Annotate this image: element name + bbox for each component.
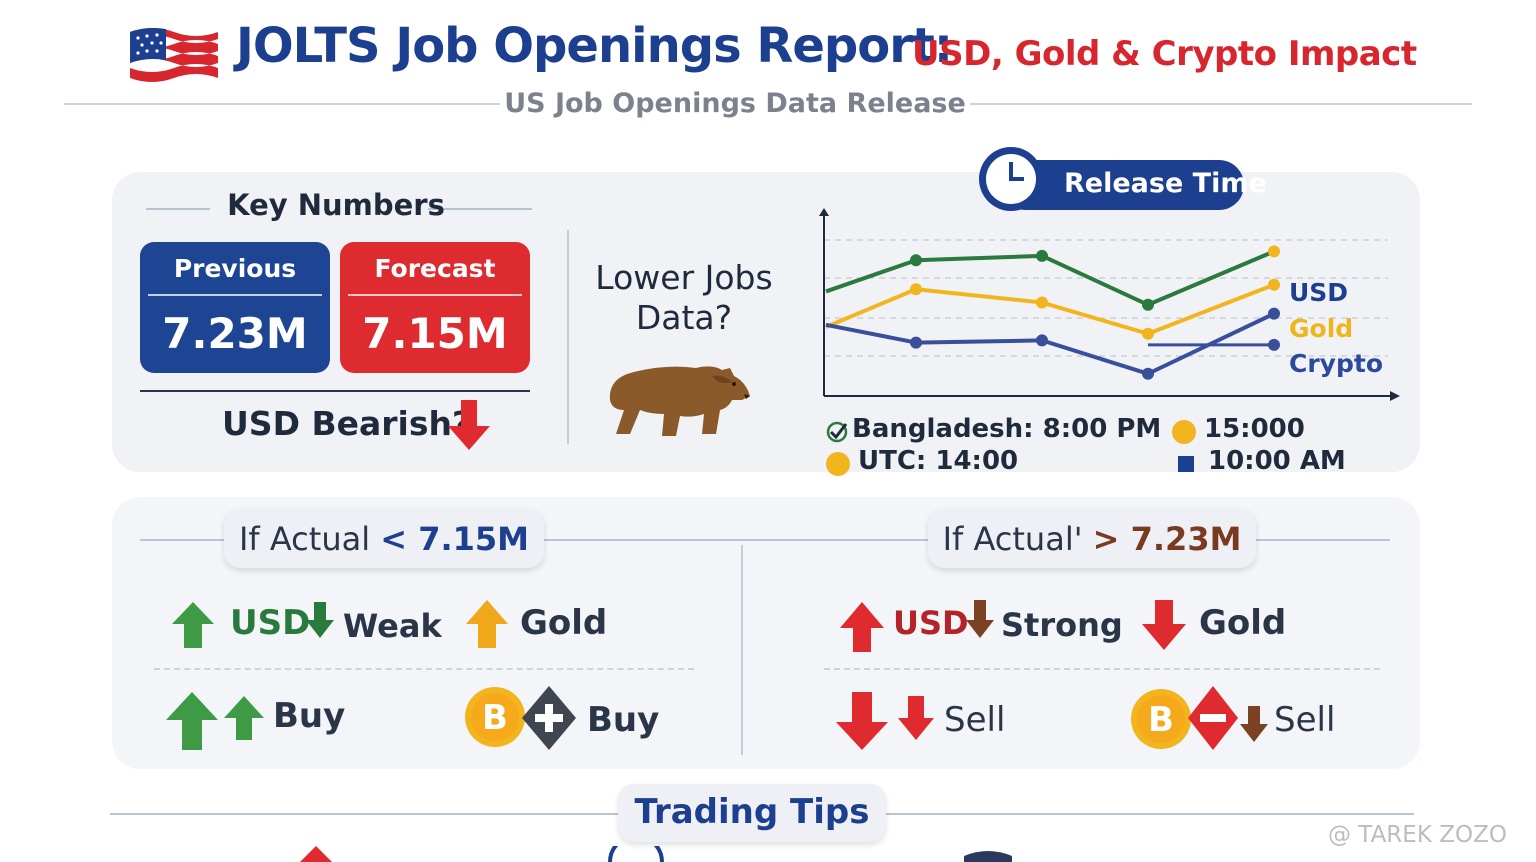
divider — [140, 390, 530, 392]
arrow-down-icon — [1240, 706, 1268, 742]
divider — [1256, 539, 1390, 541]
divider — [140, 539, 224, 541]
forecast-label: Forecast — [348, 242, 522, 296]
divider — [154, 668, 694, 670]
divider — [110, 813, 618, 815]
divider — [544, 539, 930, 541]
chart-point-crypto — [1268, 307, 1280, 320]
chart-point-crypto — [910, 336, 922, 349]
divider — [741, 545, 743, 755]
scenario-above-pill: If Actual' > 7.23M — [928, 508, 1256, 568]
chart-point-crypto — [1142, 367, 1154, 380]
chart-point-usd — [910, 254, 922, 267]
legend-usd: USD — [1289, 278, 1349, 307]
arrow-up-icon — [224, 696, 264, 740]
previous-value: 7.23M — [162, 309, 308, 358]
divider — [146, 208, 210, 210]
us-flag-icon — [130, 28, 218, 82]
page-subtitle: US Job Openings Data Release — [504, 88, 966, 119]
usd-label: USD — [230, 603, 311, 643]
chart-point-gold — [1268, 278, 1280, 291]
scenario-below-pill: If Actual < 7.15M — [224, 508, 544, 568]
chart-point-gold — [1142, 327, 1154, 340]
time-value-2: 10:00 AM — [1208, 446, 1346, 476]
release-time-label: Release Time — [1064, 168, 1267, 199]
divider — [567, 230, 569, 444]
check-icon — [826, 421, 848, 443]
arrow-down-icon — [1142, 600, 1186, 650]
gold-label: Gold — [520, 603, 608, 643]
gold-dot-icon — [1172, 420, 1196, 444]
arrow-down-icon — [836, 692, 888, 750]
key-numbers-panel — [112, 172, 1420, 472]
bitcoin-icon: B — [1131, 689, 1191, 749]
clock-icon — [979, 147, 1043, 211]
previous-card: Previous 7.23M — [140, 242, 330, 373]
gold-dot-icon — [826, 452, 850, 476]
divider — [970, 103, 1472, 105]
arrow-up-icon — [172, 602, 214, 648]
weak-label: Weak — [343, 607, 442, 645]
sell-label: Sell — [1274, 700, 1336, 740]
shield-icon — [964, 851, 1012, 862]
sell-label: Sell — [944, 700, 1006, 740]
arrow-up-icon — [166, 692, 218, 750]
chart-point-gold — [1036, 296, 1048, 309]
trading-tips-title: Trading Tips — [618, 784, 886, 842]
previous-label: Previous — [148, 242, 322, 296]
arrow-down-icon — [966, 600, 994, 638]
key-numbers-title: Key Numbers — [227, 188, 445, 222]
bitcoin-icon: B — [465, 687, 525, 747]
bangladesh-time: Bangladesh: 8:00 PM — [852, 414, 1162, 444]
divider — [886, 813, 1414, 815]
buy-label: Buy — [587, 700, 660, 740]
chart-point-crypto-tail — [1268, 338, 1280, 351]
usd-bearish-label: USD Bearish? — [222, 404, 472, 443]
page-title-impact: USD, Gold & Crypto Impact — [912, 34, 1417, 74]
warning-icon — [300, 846, 332, 862]
svg-text:B: B — [482, 698, 508, 738]
gold-label: Gold — [1199, 603, 1287, 643]
legend-crypto: Crypto — [1289, 349, 1383, 378]
svg-text:B: B — [1148, 700, 1174, 740]
arrow-down-icon — [898, 696, 934, 740]
plus-diamond-icon — [522, 686, 576, 750]
usd-label: USD — [893, 604, 969, 642]
buy-label: Buy — [273, 696, 346, 736]
page-title: JOLTS Job Openings Report: — [236, 18, 953, 74]
release-time-chart — [819, 208, 1400, 401]
arrow-down-icon — [448, 400, 490, 450]
arrow-up-icon — [840, 602, 884, 652]
bear-icon — [609, 366, 750, 436]
chart-y-axis-arrow — [819, 208, 829, 216]
watermark: @ TAREK ZOZO — [1328, 822, 1507, 848]
chart-point-crypto — [1036, 334, 1048, 347]
chart-point-gold — [910, 283, 922, 296]
clock-icon — [608, 846, 664, 862]
divider — [428, 208, 532, 210]
chart-point-usd — [1268, 245, 1280, 258]
forecast-card: Forecast 7.15M — [340, 242, 530, 373]
lower-jobs-question: Lower Jobs Data? — [595, 258, 773, 337]
chart-point-usd — [1142, 298, 1154, 311]
chart-x-axis-arrow — [1390, 391, 1400, 401]
utc-time: UTC: 14:00 — [858, 446, 1019, 476]
divider — [64, 103, 500, 105]
legend-gold: Gold — [1289, 314, 1354, 343]
arrow-down-icon — [306, 602, 334, 638]
arrow-up-icon — [466, 600, 508, 648]
divider — [824, 668, 1380, 670]
blue-square-icon — [1178, 456, 1194, 472]
chart-line-gold — [825, 282, 1275, 336]
forecast-value: 7.15M — [362, 309, 508, 358]
strong-label: Strong — [1001, 606, 1123, 644]
minus-diamond-icon — [1188, 686, 1238, 750]
time-value-1: 15:000 — [1204, 414, 1305, 444]
chart-point-usd — [1036, 249, 1048, 262]
